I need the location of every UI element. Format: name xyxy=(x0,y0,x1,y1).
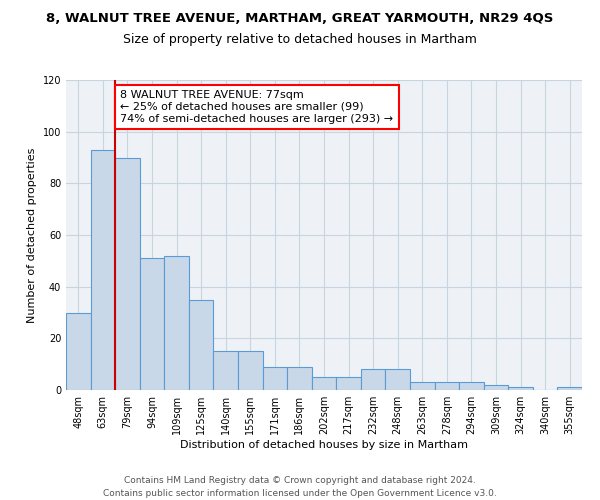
Y-axis label: Number of detached properties: Number of detached properties xyxy=(27,148,37,322)
Bar xyxy=(287,367,312,390)
Bar xyxy=(189,300,214,390)
Text: Contains HM Land Registry data © Crown copyright and database right 2024.
Contai: Contains HM Land Registry data © Crown c… xyxy=(103,476,497,498)
Bar xyxy=(459,382,484,390)
Bar xyxy=(140,258,164,390)
Bar xyxy=(238,351,263,390)
Bar xyxy=(214,351,238,390)
Bar xyxy=(557,388,582,390)
Text: Size of property relative to detached houses in Martham: Size of property relative to detached ho… xyxy=(123,32,477,46)
Bar xyxy=(484,385,508,390)
Text: 8, WALNUT TREE AVENUE, MARTHAM, GREAT YARMOUTH, NR29 4QS: 8, WALNUT TREE AVENUE, MARTHAM, GREAT YA… xyxy=(46,12,554,26)
Bar xyxy=(385,370,410,390)
Bar xyxy=(312,377,336,390)
Bar xyxy=(336,377,361,390)
Bar xyxy=(263,367,287,390)
Bar xyxy=(508,388,533,390)
Bar xyxy=(91,150,115,390)
Bar xyxy=(115,158,140,390)
Bar xyxy=(164,256,189,390)
Bar xyxy=(66,312,91,390)
Bar xyxy=(410,382,434,390)
X-axis label: Distribution of detached houses by size in Martham: Distribution of detached houses by size … xyxy=(180,440,468,450)
Bar xyxy=(361,370,385,390)
Text: 8 WALNUT TREE AVENUE: 77sqm
← 25% of detached houses are smaller (99)
74% of sem: 8 WALNUT TREE AVENUE: 77sqm ← 25% of det… xyxy=(120,90,393,124)
Bar xyxy=(434,382,459,390)
